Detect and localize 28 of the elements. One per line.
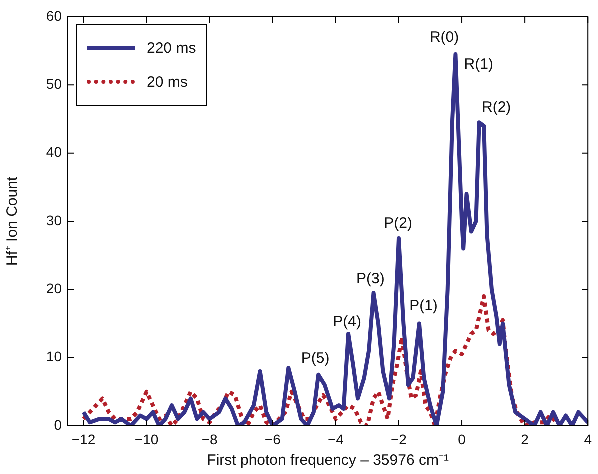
y-tick-label: 10 xyxy=(46,348,62,365)
y-tick-label: 20 xyxy=(46,280,62,297)
x-tick-label: −4 xyxy=(328,431,344,448)
annotation: P(2) xyxy=(384,215,412,232)
legend-label: 220 ms xyxy=(147,40,196,56)
x-tick-label: −12 xyxy=(72,431,96,448)
annotation: P(1) xyxy=(410,297,438,314)
annotation: P(3) xyxy=(356,270,385,288)
annotation: R(0) xyxy=(430,29,460,46)
x-tick-label: 0 xyxy=(458,431,466,448)
y-axis-title: Hf⁺ Ion Count xyxy=(4,176,22,266)
annotation: R(2) xyxy=(482,98,512,116)
x-axis-title: First photon frequency – 35976 cm⁻¹ xyxy=(207,452,449,470)
legend-label: 20 ms xyxy=(147,74,188,90)
x-tick-label: −6 xyxy=(264,431,282,448)
y-tick-label: 30 xyxy=(46,212,62,228)
x-tick-label: 2 xyxy=(521,431,530,448)
x-tick-label: −8 xyxy=(202,431,218,448)
x-tick-label: −2 xyxy=(390,431,408,448)
x-tick-label: 4 xyxy=(584,431,592,448)
y-tick-label: 60 xyxy=(46,8,62,24)
y-tick-label: 40 xyxy=(46,144,62,160)
annotation: P(4) xyxy=(333,313,362,330)
y-tick-label: 0 xyxy=(54,416,62,433)
x-tick-label: −10 xyxy=(134,431,159,448)
annotation: P(5) xyxy=(301,350,330,368)
annotation: R(1) xyxy=(464,56,494,73)
y-tick-label: 50 xyxy=(46,76,62,92)
